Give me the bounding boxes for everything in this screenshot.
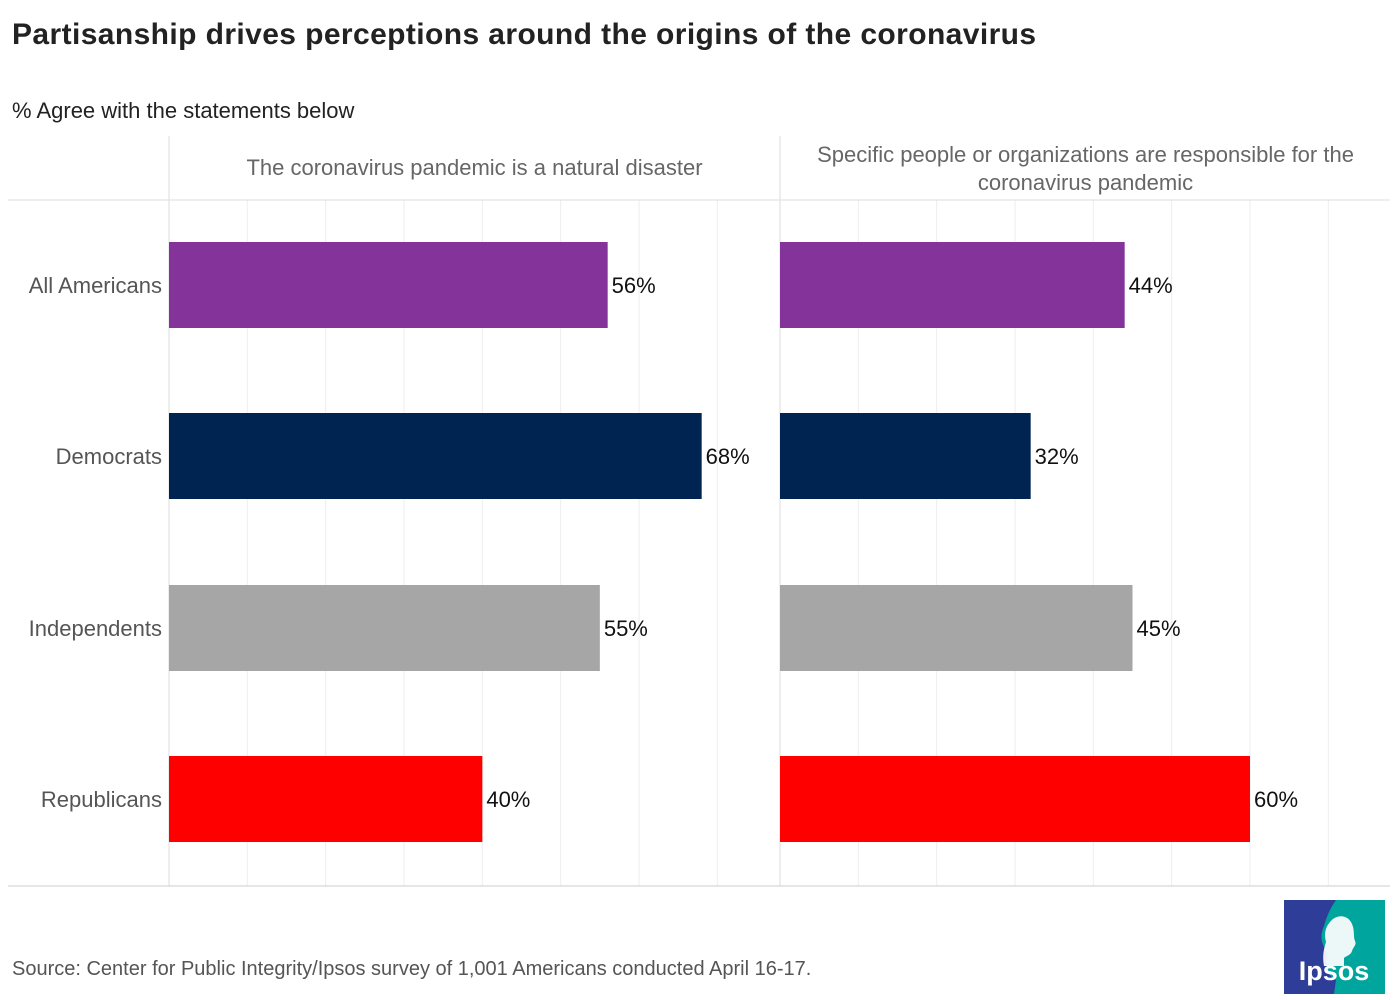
category-label: Democrats xyxy=(56,444,162,469)
bar-independents xyxy=(780,585,1133,671)
bar-democrats xyxy=(169,413,702,499)
value-label: 55% xyxy=(604,616,648,641)
bar-all-americans xyxy=(169,242,608,328)
panel-title-2: Specific people or organizations are res… xyxy=(817,142,1354,167)
panel-title-2: coronavirus pandemic xyxy=(978,170,1193,195)
panel-title-1: The coronavirus pandemic is a natural di… xyxy=(246,155,702,180)
value-label: 68% xyxy=(706,444,750,469)
value-label: 45% xyxy=(1137,616,1181,641)
head-silhouette-icon xyxy=(1323,916,1356,966)
bar-republicans xyxy=(780,756,1250,842)
source-note: Source: Center for Public Integrity/Ipso… xyxy=(12,958,812,980)
value-label: 32% xyxy=(1035,444,1079,469)
bar-democrats xyxy=(780,413,1031,499)
bar-independents xyxy=(169,585,600,671)
value-label: 44% xyxy=(1129,273,1173,298)
value-label: 60% xyxy=(1254,787,1298,812)
bar-republicans xyxy=(169,756,483,842)
logo-text: Ipsos xyxy=(1299,956,1370,986)
value-label: 40% xyxy=(486,787,530,812)
category-label: All Americans xyxy=(29,273,162,298)
chart-title: Partisanship drives perceptions around t… xyxy=(12,18,1037,51)
ipsos-logo: Ipsos xyxy=(1284,900,1385,994)
chart-subtitle: % Agree with the statements below xyxy=(12,98,355,123)
category-label: Republicans xyxy=(41,787,162,812)
value-label: 56% xyxy=(612,273,656,298)
category-label: Independents xyxy=(29,616,162,641)
bar-all-americans xyxy=(780,242,1125,328)
